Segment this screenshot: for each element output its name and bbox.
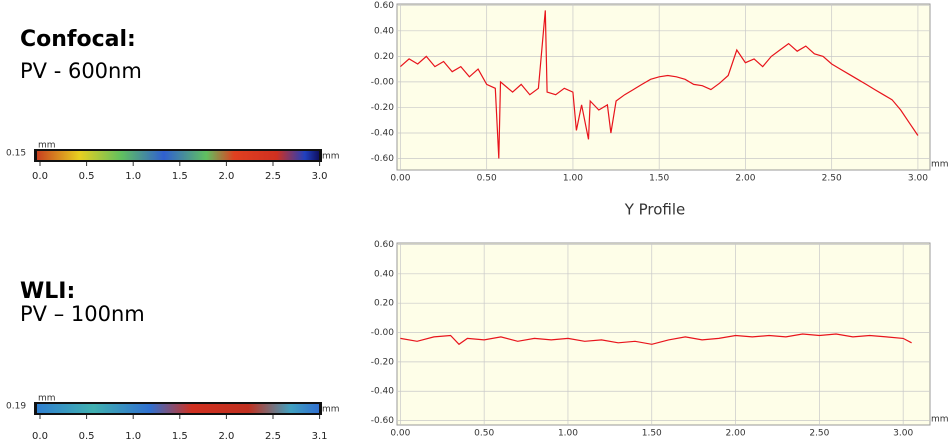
strip-tick-label: 1.0 xyxy=(125,431,141,442)
strip-tick-label: 2.0 xyxy=(218,431,234,442)
heading: Confocal: xyxy=(20,27,136,52)
y-tick-label: 0.20 xyxy=(374,52,394,62)
y-tick-label: -0.00 xyxy=(371,328,395,338)
x-tick-label: 2.50 xyxy=(809,429,829,439)
plot-area xyxy=(396,242,931,426)
x-unit: mm xyxy=(931,415,949,425)
x-tick-label: 0.50 xyxy=(477,174,497,184)
y-tick-label: 0.40 xyxy=(374,269,394,279)
heading: WLI: xyxy=(20,279,75,304)
strip-unit: mm xyxy=(38,394,56,404)
y-tick-label: -0.20 xyxy=(371,103,395,113)
strip-label: 0.19 xyxy=(6,402,26,412)
strip-tick-label: 0.5 xyxy=(79,431,95,442)
strip-tick-label: 2.5 xyxy=(265,171,281,182)
y-tick-label: -0.60 xyxy=(371,154,395,164)
x-tick-label: 2.00 xyxy=(735,174,755,184)
plot-area xyxy=(396,3,931,171)
y-tick-label: -0.40 xyxy=(371,128,395,138)
subheading: PV - 600nm xyxy=(20,59,142,83)
y-tick-label: -0.40 xyxy=(371,387,395,397)
strip-tick-label: 3.1 xyxy=(312,431,328,442)
strip-unit: mm xyxy=(38,141,56,151)
x-tick-label: 2.50 xyxy=(822,174,842,184)
caption: Y Profile xyxy=(624,201,686,219)
subheading: PV – 100nm xyxy=(20,302,145,326)
strip-tick-label: 1.0 xyxy=(125,171,141,182)
y-tick-label: 0.40 xyxy=(374,26,394,36)
strip-label: 0.15 xyxy=(6,149,26,159)
x-tick-label: 1.50 xyxy=(649,174,669,184)
profile-line xyxy=(400,10,919,159)
strip-tick-label: 3.0 xyxy=(312,171,328,182)
x-tick-label: 0.50 xyxy=(474,429,494,439)
x-tick-label: 3.00 xyxy=(908,174,928,184)
strip-unit: mm xyxy=(322,152,340,162)
strip-tick-label: 1.5 xyxy=(172,171,188,182)
x-tick-label: 0.00 xyxy=(390,429,410,439)
y-tick-label: -0.00 xyxy=(371,77,395,87)
strip-tick-label: 2.0 xyxy=(218,171,234,182)
y-tick-label: 0.60 xyxy=(374,240,394,250)
y-tick-label: 0.20 xyxy=(374,299,394,309)
x-tick-label: 0.00 xyxy=(390,174,410,184)
x-tick-label: 1.00 xyxy=(563,174,583,184)
height-map-strip xyxy=(37,404,319,413)
strip-tick-label: 2.5 xyxy=(265,431,281,442)
strip-tick-label: 0.0 xyxy=(32,431,48,442)
height-map-strip xyxy=(37,151,319,160)
x-tick-label: 3.00 xyxy=(893,429,913,439)
strip-tick-label: 0.0 xyxy=(32,171,48,182)
strip-tick-label: 1.5 xyxy=(172,431,188,442)
strip-unit: mm xyxy=(322,405,340,415)
x-tick-label: 2.00 xyxy=(726,429,746,439)
y-tick-label: -0.60 xyxy=(371,416,395,426)
y-tick-label: 0.60 xyxy=(374,1,394,11)
x-unit: mm xyxy=(931,160,949,170)
strip-tick-label: 0.5 xyxy=(79,171,95,182)
y-tick-label: -0.20 xyxy=(371,357,395,367)
profile-line xyxy=(400,333,912,346)
x-tick-label: 1.50 xyxy=(642,429,662,439)
x-tick-label: 1.00 xyxy=(558,429,578,439)
